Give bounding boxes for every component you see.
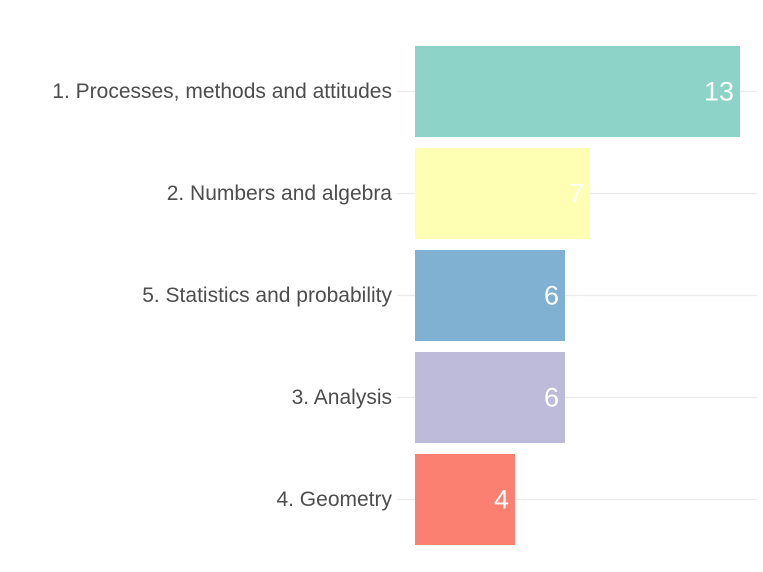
bar-2-numbers-and-algebra: [415, 148, 590, 239]
value-label-1-processes-methods-and-attitudes: 13: [704, 77, 734, 107]
value-label-2-numbers-and-algebra: 7: [569, 179, 584, 209]
category-label-1-processes-methods-and-attitudes: 1. Processes, methods and attitudes: [52, 80, 392, 103]
bar-1-processes-methods-and-attitudes: [415, 46, 740, 137]
category-labels: 1. Processes, methods and attitudes 2. Nu…: [52, 80, 392, 511]
bar-5-statistics-and-probability: [415, 250, 565, 341]
value-labels: 13 7 6 6 4: [494, 77, 734, 515]
category-label-2-numbers-and-algebra: 2. Numbers and algebra: [167, 182, 393, 205]
bar-3-analysis: [415, 352, 565, 443]
category-label-4-geometry: 4. Geometry: [276, 488, 392, 511]
category-label-5-statistics-and-probability: 5. Statistics and probability: [142, 284, 392, 307]
bar-4-geometry: [415, 454, 515, 545]
value-label-4-geometry: 4: [494, 485, 509, 515]
bars: [415, 46, 740, 545]
category-label-3-analysis: 3. Analysis: [292, 386, 392, 409]
value-label-5-statistics-and-probability: 6: [544, 281, 559, 311]
value-label-3-analysis: 6: [544, 383, 559, 413]
